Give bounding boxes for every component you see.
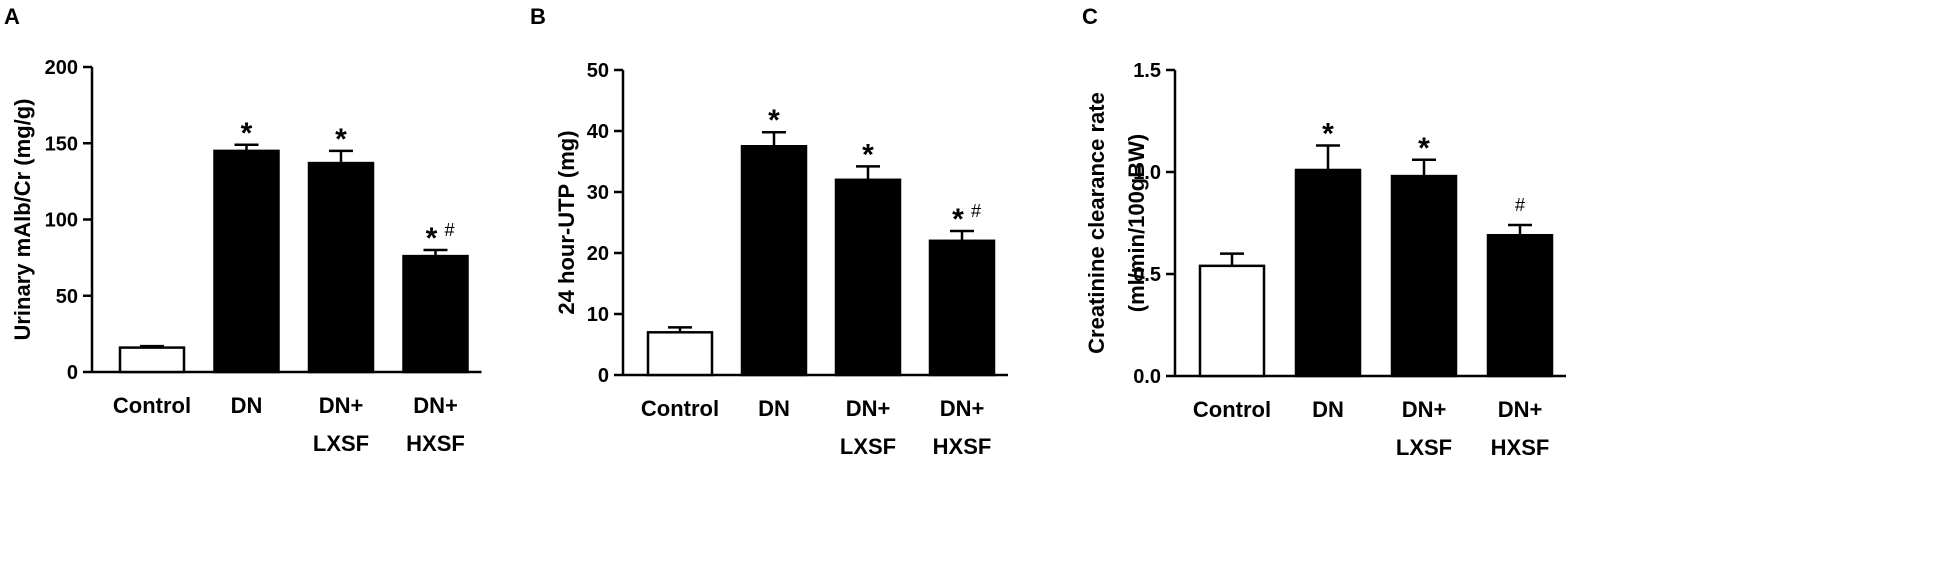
panel-c-bar-1 bbox=[1294, 168, 1362, 378]
panel-c-ytick-label: 1.0 bbox=[1133, 162, 1161, 184]
panel-a-annotation-2: * bbox=[335, 123, 347, 156]
panel-a-xtick-label-0: Control bbox=[113, 393, 191, 418]
panel-a-bar-2 bbox=[307, 161, 375, 374]
panel-a-ytick-label: 150 bbox=[45, 133, 78, 155]
panel-a-annotation-1: * bbox=[241, 117, 253, 150]
panel-c-xtick-label-0: Control bbox=[1193, 397, 1271, 422]
panel-b-ytick-label: 0 bbox=[598, 365, 609, 387]
panel-c-xtick-label-1: DN bbox=[1312, 397, 1344, 422]
panel-c-bar-2 bbox=[1390, 174, 1458, 378]
panel-a-xtick-label-3: DN+ bbox=[413, 393, 458, 418]
panel-b-ytick-label: 40 bbox=[587, 121, 609, 143]
panel-b-ytick-label: 10 bbox=[587, 304, 609, 326]
panel-a-ylabel: Urinary mAlb/Cr (mg/g) bbox=[10, 98, 35, 340]
panel-a-bar-0 bbox=[118, 346, 186, 374]
panel-b-ytick-label: 20 bbox=[587, 243, 609, 265]
panel-c-xtick-label-3: DN+ bbox=[1498, 397, 1543, 422]
panel-b-ylabel: 24 hour-UTP (mg) bbox=[554, 130, 579, 314]
panel-b-xtick-label-3: DN+ bbox=[940, 396, 985, 421]
panel-b-xtick-label-1: DN bbox=[758, 396, 790, 421]
panel-b-xtick-label-2: DN+ bbox=[846, 396, 891, 421]
panel-b-xtick-label-0: Control bbox=[641, 396, 719, 421]
panel-c-xtick-label-3: HXSF bbox=[1491, 435, 1550, 460]
panel-b-bar-1 bbox=[740, 145, 808, 377]
panel-a-letter: A bbox=[4, 4, 20, 29]
panel-b-annotation-1: * bbox=[768, 104, 780, 137]
panel-b-bar-0 bbox=[646, 331, 714, 377]
panel-a-annotation-3: * bbox=[426, 222, 438, 255]
panel-c-xtick-label-2: DN+ bbox=[1402, 397, 1447, 422]
panel-a-annotation-hash-3: # bbox=[444, 220, 454, 240]
panel-b-annotation-hash-3: # bbox=[971, 201, 981, 221]
panel-a-xtick-label-3: HXSF bbox=[406, 431, 465, 456]
panel-c-annotation-1: * bbox=[1322, 117, 1334, 150]
panel-b-annotation-3: * bbox=[952, 203, 964, 236]
panel-b-xtick-label-2: LXSF bbox=[840, 434, 896, 459]
panel-b-xtick-label-3: HXSF bbox=[933, 434, 992, 459]
panel-b-annotation-2: * bbox=[862, 138, 874, 171]
panel-b-letter: B bbox=[530, 4, 546, 29]
panel-a-ytick-label: 0 bbox=[67, 362, 78, 384]
panel-c-ytick-label: 0.5 bbox=[1133, 264, 1161, 286]
panel-c-ytick-label: 1.5 bbox=[1133, 60, 1161, 82]
panel-c-annotation-3: # bbox=[1515, 195, 1525, 215]
panel-a-bar-3 bbox=[402, 254, 469, 374]
panel-c-letter: C bbox=[1082, 4, 1098, 29]
panel-b-ytick-label: 30 bbox=[587, 182, 609, 204]
panel-a-xtick-label-2: LXSF bbox=[313, 431, 369, 456]
panel-a-ytick-label: 100 bbox=[45, 210, 78, 232]
panel-c-bar-3 bbox=[1486, 233, 1554, 378]
panel-b-bar-3 bbox=[928, 239, 996, 377]
panel-a-xtick-label-2: DN+ bbox=[319, 393, 364, 418]
panel-c-ytick-label: 0.0 bbox=[1133, 366, 1161, 388]
panel-a-xtick-label-1: DN bbox=[231, 393, 263, 418]
panel-c-ylabel: (ml/min/100gBW) bbox=[1124, 134, 1149, 312]
panel-c-bar-0 bbox=[1198, 264, 1266, 378]
panel-c-ylabel: Creatinine clearance rate bbox=[1084, 92, 1109, 354]
panel-a-bar-1 bbox=[213, 149, 280, 374]
panel-c-xtick-label-2: LXSF bbox=[1396, 435, 1452, 460]
panel-b-bar-2 bbox=[834, 178, 902, 377]
panel-c-annotation-2: * bbox=[1418, 132, 1430, 165]
panel-a-ytick-label: 200 bbox=[45, 57, 78, 79]
panel-b-ytick-label: 50 bbox=[587, 60, 609, 82]
panel-a-ytick-label: 50 bbox=[56, 286, 78, 308]
